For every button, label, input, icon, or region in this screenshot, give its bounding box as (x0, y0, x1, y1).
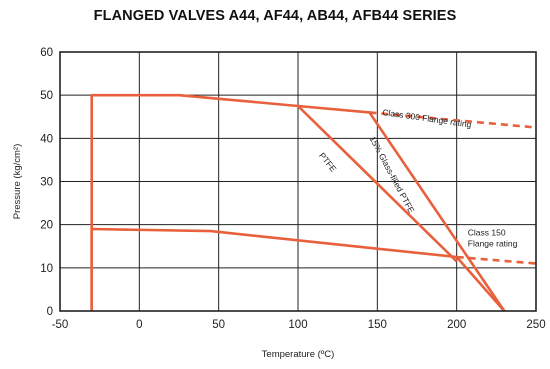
chart-title: FLANGED VALVES A44, AF44, AB44, AFB44 SE… (93, 8, 457, 24)
x-tick-label-2: 50 (212, 319, 225, 331)
series-line-1 (297, 105, 458, 263)
y-tick-label-3: 30 (40, 177, 53, 189)
x-axis-title: Temperature (ºC) (262, 349, 335, 360)
annotation-4: Flange rating (468, 238, 518, 248)
y-tick-label-0: 0 (47, 306, 53, 318)
x-tick-label-0: -50 (52, 319, 69, 331)
y-tick-label-4: 40 (40, 133, 53, 145)
y-axis-title: Pressure (kg/cm²) (12, 144, 23, 219)
series-line-2 (90, 227, 506, 312)
x-tick-label-6: 250 (526, 319, 545, 331)
y-tick-label-2: 20 (40, 220, 53, 232)
x-tick-label-5: 200 (447, 319, 466, 331)
frame-layer (59, 51, 537, 312)
annotation-3: Class 150 (468, 227, 506, 237)
y-tick-label-1: 10 (40, 263, 53, 275)
annotation-0: Class 300 Flange rating (382, 107, 473, 129)
series-line-4 (456, 255, 537, 265)
plot-frame (59, 51, 537, 312)
annotation-1: PTFE (317, 151, 339, 174)
x-tick-label-4: 150 (368, 319, 387, 331)
y-tick-label-6: 60 (40, 47, 53, 59)
series-layer (90, 93, 537, 312)
series-line-3 (369, 111, 537, 129)
series-line-0 (90, 93, 506, 312)
x-tick-label-3: 100 (288, 319, 307, 331)
x-tick-label-1: 0 (136, 319, 142, 331)
y-tick-label-5: 50 (40, 90, 53, 102)
grid-layer (59, 51, 537, 312)
